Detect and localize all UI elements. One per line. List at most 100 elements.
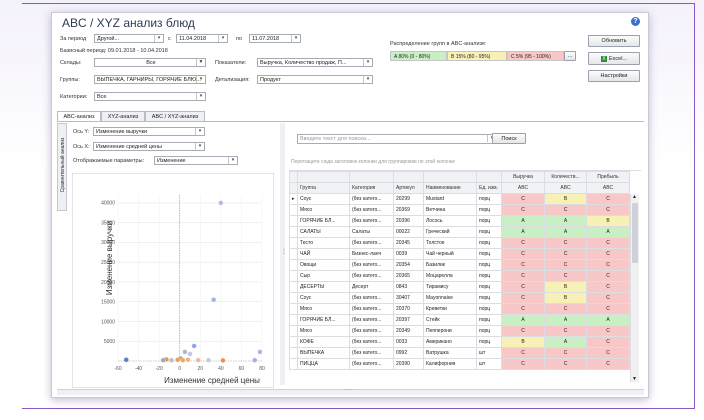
cell-profit-abc: C xyxy=(586,303,630,315)
distribution-more-button[interactable]: ... xyxy=(564,51,576,61)
display-params-select[interactable]: Изменение ▾ xyxy=(154,156,238,165)
scatter-point[interactable] xyxy=(123,357,129,363)
warehouses-select[interactable]: Все ▼ xyxy=(94,58,206,67)
panel-splitter[interactable]: ⋮ xyxy=(280,123,287,385)
column-header-revenue-abc[interactable]: ABC xyxy=(501,182,545,194)
side-tab[interactable]: Сравнительный анализ xyxy=(57,123,67,211)
table-row[interactable]: Мясо (без катего... 20349 Пепперони порц C C C xyxy=(289,325,630,337)
column-header-unit[interactable]: Ед. изм. xyxy=(476,182,502,194)
distribution-c-badge[interactable]: C 5% (95 - 100%) xyxy=(507,51,564,61)
table-row[interactable]: Овощи (без катего... 20354 Базилик порц C C C xyxy=(289,259,630,271)
scatter-point[interactable] xyxy=(180,357,186,363)
row-indicator xyxy=(289,292,298,304)
table-row[interactable]: ДЕСЕРТЫ Десерт 0843 Тирамису порц C B C xyxy=(289,281,630,293)
abc-xyz-window: ABC / XYZ анализ блюд ? За период Другой… xyxy=(51,12,649,398)
y-axis-title: Изменение выручки xyxy=(105,221,114,295)
cell-article: 0039 xyxy=(393,248,424,260)
table-row[interactable]: ГОРЯЧИЕ БЛ... (без катего... 20397 Стейк пор… xyxy=(289,314,630,326)
distribution-a-badge[interactable]: A 80% (0 - 80%) xyxy=(390,51,447,61)
indicators-value: Выручка, Количество продаж, П... xyxy=(260,60,347,66)
scatter-point[interactable] xyxy=(252,357,258,363)
question-icon[interactable]: ? xyxy=(631,17,640,26)
frame-line-top xyxy=(22,3,694,4)
column-header-article[interactable]: Артикул xyxy=(393,182,424,194)
scatter-point[interactable] xyxy=(168,357,175,363)
column-header-profit-abc[interactable]: ABC xyxy=(586,182,630,194)
table-row[interactable]: Мясо (без катего... 20370 Креветки порц C C C xyxy=(289,303,630,315)
column-header-group[interactable]: Группа xyxy=(297,182,350,194)
indicators-select[interactable]: Выручка, Количество продаж, П... ▾ xyxy=(257,58,373,67)
cell-category: (без катего... xyxy=(349,292,394,304)
cell-category: Салаты xyxy=(349,226,394,238)
table-row[interactable]: САЛАТЫ Салаты 00022 Греческий порц A A A xyxy=(289,226,630,238)
excel-button[interactable]: X Excel... xyxy=(588,52,640,65)
scatter-point[interactable] xyxy=(185,357,191,363)
settings-button[interactable]: Настройки xyxy=(588,70,640,82)
table-row[interactable]: ▸ Соус (без катего... 20299 Mustard порц C B C xyxy=(289,193,630,205)
scatter-point[interactable] xyxy=(182,349,188,355)
cell-category: (без катего... xyxy=(349,193,394,205)
scroll-up-icon[interactable]: ▲ xyxy=(632,194,637,200)
from-label: с xyxy=(168,36,171,42)
groups-select[interactable]: ВЫПЕЧКА, ГАРНИРЫ, ГОРЯЧИЕ БЛЮ... ▾ xyxy=(94,75,206,84)
cell-group: Овощи xyxy=(297,259,350,271)
column-header-category[interactable]: Категория xyxy=(349,182,394,194)
scatter-point[interactable] xyxy=(191,343,197,349)
scatter-point[interactable] xyxy=(205,357,212,363)
y-tick-label: 5000 xyxy=(104,339,115,345)
tab-abc-xyz[interactable]: ABC / XYZ-анализ xyxy=(145,111,205,121)
refresh-button[interactable]: Обновить xyxy=(588,35,640,47)
bottom-splitter[interactable]: ···· xyxy=(57,387,644,395)
table-row[interactable]: ПИЦЦА (без катего... 20390 Калифорния шт C C C xyxy=(289,358,630,370)
table-row[interactable]: Сыр (без катего... 20365 Моцарелла порц C C C xyxy=(289,270,630,282)
detail-select[interactable]: Продукт ▾ xyxy=(257,75,373,84)
cell-unit: порц xyxy=(476,237,502,249)
cell-profit-abc: C xyxy=(586,270,630,282)
categories-select[interactable]: Все ▾ xyxy=(94,92,206,101)
scatter-point[interactable] xyxy=(211,297,217,303)
cell-article: 0843 xyxy=(393,281,424,293)
from-date-field[interactable]: 11.04.2018 ▾ xyxy=(176,34,228,43)
table-row[interactable]: ВЫПЕЧКА (без катего... 0992 Ватрушка шт C C C xyxy=(289,347,630,359)
tab-xyz[interactable]: XYZ-анализ xyxy=(101,111,145,121)
axis-x-select[interactable]: Изменение средней цены ▾ xyxy=(93,142,205,151)
distribution-a-text: A 80% (0 - 80%) xyxy=(394,54,431,60)
scroll-down-icon[interactable]: ▼ xyxy=(632,376,637,382)
table-row[interactable]: Мясо (без катего... 20369 Ветчина порц C C C xyxy=(289,204,630,216)
scatter-point[interactable] xyxy=(195,357,201,363)
x-tick-label: 40 xyxy=(218,366,224,372)
cell-article: 0033 xyxy=(393,336,424,348)
scroll-thumb[interactable] xyxy=(632,203,638,263)
distribution-b-badge[interactable]: B 15% (80 - 95%) xyxy=(447,51,507,61)
cell-revenue-abc: C xyxy=(501,259,545,271)
axis-y-select[interactable]: Изменение выручки ▾ xyxy=(93,127,205,136)
scatter-point[interactable] xyxy=(218,200,224,206)
scatter-point[interactable] xyxy=(160,357,166,363)
to-date-field[interactable]: 11.07.2018 ▾ xyxy=(249,34,301,43)
cell-name: Mayonnaise xyxy=(423,292,477,304)
search-button[interactable]: Поиск xyxy=(492,133,526,144)
scatter-point[interactable] xyxy=(187,351,193,357)
scatter-point[interactable] xyxy=(257,349,263,355)
chevron-down-icon: ▼ xyxy=(196,59,205,66)
axis-y-value: Изменение выручки xyxy=(96,129,148,135)
table-row[interactable]: КОФЕ (без катего... 0033 Американо порц B A C xyxy=(289,336,630,348)
cell-unit: порц xyxy=(476,215,502,227)
column-header-name[interactable]: Наименование xyxy=(423,182,477,194)
table-row[interactable]: ГОРЯЧИЕ БЛ... (без катего... 20396 Лосось по… xyxy=(289,215,630,227)
scatter-point[interactable] xyxy=(220,357,226,363)
cell-revenue-abc: C xyxy=(501,347,545,359)
search-input[interactable]: Введите текст для поиска... ▾ xyxy=(297,134,497,144)
cell-profit-abc: C xyxy=(586,281,630,293)
table-row[interactable]: ЧАЙ Бизнес-ланч 0039 Чай черный порц C C C xyxy=(289,248,630,260)
cell-profit-abc: C xyxy=(586,325,630,337)
frame-line-right xyxy=(694,3,695,408)
tab-abc[interactable]: ABC-анализ xyxy=(57,111,101,121)
period-select[interactable]: Другой... ▾ xyxy=(94,34,164,43)
column-header-quantity-abc[interactable]: ABC xyxy=(544,182,587,194)
cell-revenue-abc: C xyxy=(501,204,545,216)
table-row[interactable]: Тесто (без катего... 20345 Толстое порц C C C xyxy=(289,237,630,249)
grid-scrollbar[interactable]: ▲ ▼ xyxy=(630,194,639,382)
table-row[interactable]: Соус (без катего... 30407 Mayonnaise порц C B C xyxy=(289,292,630,304)
scatter-point[interactable] xyxy=(175,357,181,363)
